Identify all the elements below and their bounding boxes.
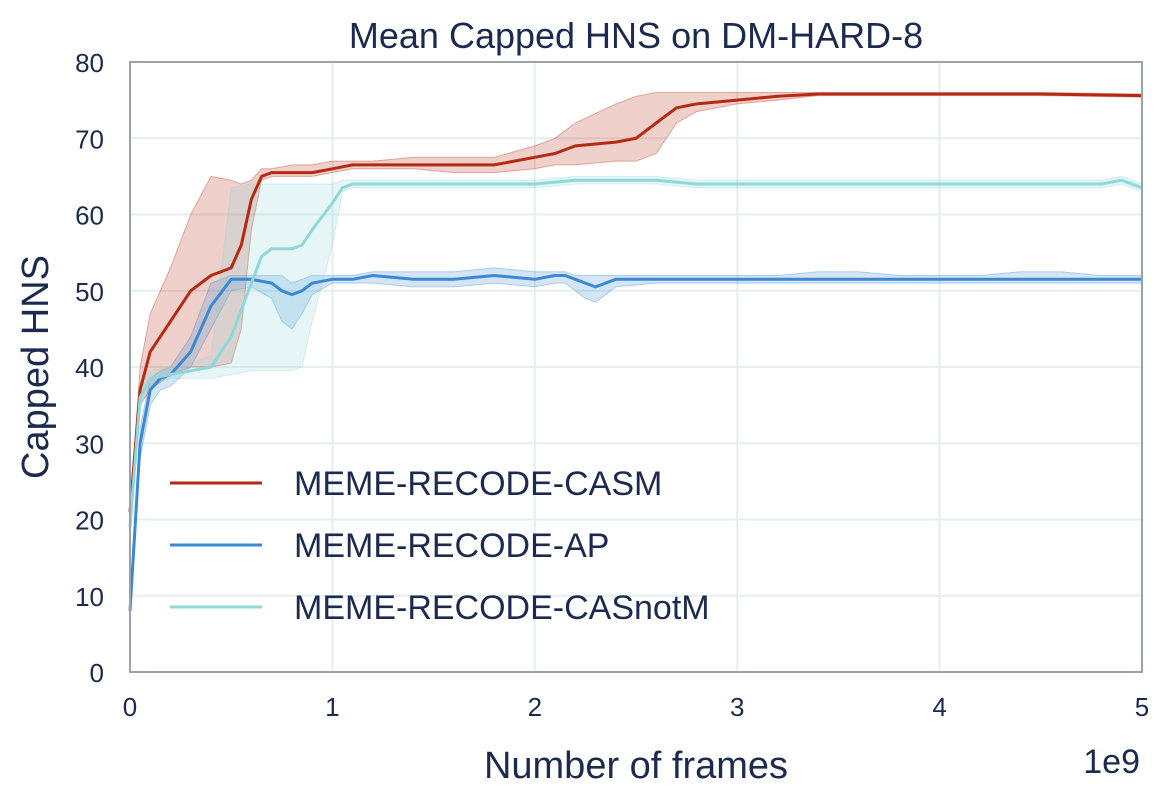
- x-tick-label: 0: [123, 692, 137, 722]
- x-tick-label: 5: [1135, 692, 1149, 722]
- y-tick-label: 40: [75, 353, 104, 383]
- y-tick-label: 70: [75, 124, 104, 154]
- y-tick-label: 50: [75, 277, 104, 307]
- y-tick-label: 0: [90, 658, 104, 688]
- y-axis-label: Capped HNS: [15, 255, 57, 479]
- chart-title: Mean Capped HNS on DM-HARD-8: [349, 15, 923, 56]
- y-tick-label: 10: [75, 582, 104, 612]
- legend-label: MEME-RECODE-CASM: [294, 465, 662, 503]
- line-series-3: [128, 178, 1143, 528]
- legend: MEME-RECODE-CASM MEME-RECODE-AP MEME-RECOD…: [170, 465, 710, 627]
- x-tick-labels: 0 1 2 3 4 5: [123, 692, 1149, 722]
- series-lines: [128, 92, 1143, 612]
- x-tick-label: 1: [325, 692, 339, 722]
- x-multiplier-label: 1e9: [1083, 743, 1140, 781]
- y-tick-labels: 0 10 20 30 40 50 60 70 80: [75, 48, 104, 688]
- line-series-2: [128, 274, 1142, 612]
- y-tick-label: 80: [75, 48, 104, 78]
- legend-label: MEME-RECODE-CASnotM: [294, 589, 710, 627]
- confidence-bands: [129, 92, 1143, 612]
- y-tick-label: 30: [75, 429, 104, 459]
- legend-label: MEME-RECODE-AP: [294, 527, 609, 565]
- plot-frame: [129, 61, 1143, 673]
- line-series-1: [128, 92, 1143, 513]
- x-axis-label: Number of frames: [484, 745, 788, 787]
- x-tick-label: 2: [528, 692, 542, 722]
- y-tick-label: 20: [75, 506, 104, 536]
- x-tick-label: 3: [730, 692, 744, 722]
- x-tick-label: 4: [932, 692, 946, 722]
- y-tick-label: 60: [75, 201, 104, 231]
